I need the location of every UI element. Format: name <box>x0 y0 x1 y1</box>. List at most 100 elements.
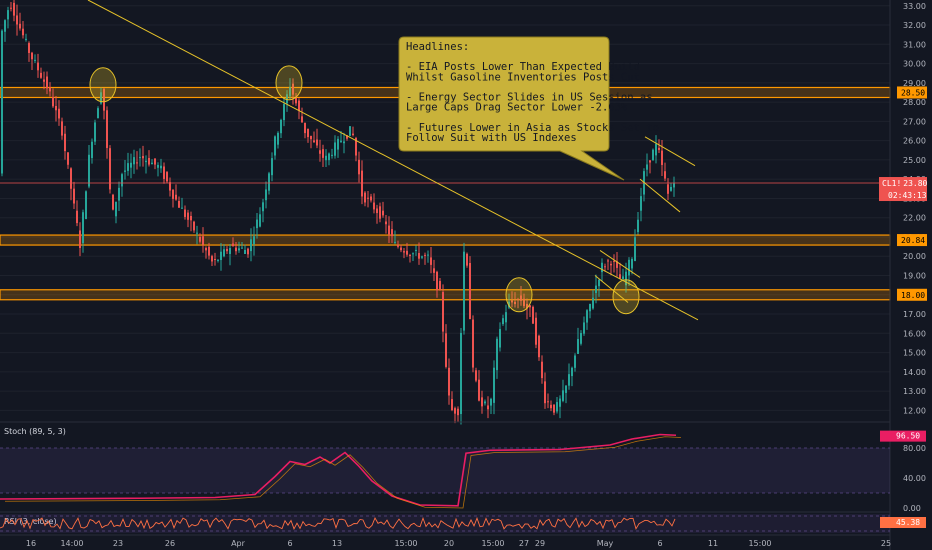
price-tick-label: 16.00 <box>903 329 926 338</box>
candle-body <box>40 72 42 78</box>
candle-body <box>505 312 507 323</box>
price-tick-label: 31.00 <box>903 40 926 49</box>
candle-body <box>76 210 78 224</box>
candle-body <box>229 248 231 254</box>
candle-body <box>526 303 528 309</box>
instrument-code: CL1! <box>882 179 901 188</box>
callout-line: Whilst Gasoline Inventories Posts Cut <box>406 71 640 83</box>
candle-body <box>139 157 141 159</box>
candle-body <box>70 168 72 189</box>
candle-body <box>562 390 564 401</box>
candle-body <box>445 333 447 367</box>
candle-body <box>628 259 630 276</box>
candle-body <box>472 319 474 368</box>
candle-body <box>292 83 294 95</box>
candle-body <box>226 248 228 252</box>
highlight-circle <box>505 277 533 313</box>
candle-body <box>577 339 579 354</box>
stoch-band <box>0 448 890 493</box>
candle-body <box>103 88 105 111</box>
time-tick-label: 15:00 <box>748 539 771 548</box>
candle-body <box>22 28 24 36</box>
candle-body <box>7 10 9 20</box>
candle-body <box>100 92 102 104</box>
stoch-pane: Stoch (89, 5, 3) 80.00 40.00 0.00 96.50 <box>0 421 926 513</box>
callout-line: - Futures Lower in Asia as Stocks Set to <box>406 122 659 134</box>
time-tick-label: 6 <box>657 539 662 548</box>
candle-body <box>607 260 609 262</box>
candle-body <box>271 158 273 176</box>
candle-body <box>49 87 51 92</box>
callout-line: Large Caps Drag Sector Lower -2.63% <box>406 102 628 114</box>
candle-body <box>613 260 615 262</box>
candle-body <box>31 52 33 60</box>
trendline <box>599 250 641 278</box>
candle-body <box>418 253 420 259</box>
candle-body <box>67 152 69 165</box>
candle-body <box>331 154 333 156</box>
candle-body <box>148 157 150 165</box>
candle-body <box>535 317 537 345</box>
candle-body <box>589 303 591 312</box>
candle-body <box>340 140 342 142</box>
rsi-line <box>0 516 676 530</box>
candle-body <box>61 121 63 136</box>
candle-body <box>241 247 243 249</box>
price-tick-label: 33.00 <box>903 2 926 11</box>
price-tick-label: 17.00 <box>903 310 926 319</box>
candle-body <box>658 147 660 150</box>
candle-body <box>19 23 21 29</box>
candle-body <box>661 150 663 165</box>
rsi-value-tag <box>880 517 926 528</box>
candle-body <box>352 133 354 136</box>
candles <box>1 0 675 425</box>
candle-body <box>634 237 636 261</box>
candle-body <box>550 404 552 409</box>
highlight-circle <box>612 279 640 315</box>
headline-callout: Headlines: - EIA Posts Lower Than Expecte… <box>398 36 659 181</box>
candle-body <box>118 187 120 201</box>
stoch-tick-label: 80.00 <box>903 444 926 453</box>
candle-body <box>433 268 435 273</box>
rsi-value-label: 45.38 <box>896 518 920 527</box>
candle-body <box>415 249 417 251</box>
candle-body <box>217 259 219 261</box>
candle-body <box>373 202 375 210</box>
candle-body <box>382 210 384 216</box>
price-tick-label: 15.00 <box>903 349 926 358</box>
stoch-k-line <box>0 433 677 507</box>
candle-body <box>163 166 165 179</box>
candle-body <box>667 184 669 194</box>
candle-body <box>547 401 549 403</box>
candle-body <box>604 266 606 268</box>
candle-body <box>358 159 360 175</box>
current-price-value: 23.80 <box>903 179 927 188</box>
candle-body <box>250 239 252 252</box>
rsi-pane: RSI (3, close) 45.38 <box>0 511 926 533</box>
candle-body <box>253 236 255 245</box>
candle-body <box>223 249 225 257</box>
candle-body <box>166 172 168 182</box>
candle-body <box>556 402 558 412</box>
candle-body <box>529 305 531 308</box>
candle-body <box>574 355 576 368</box>
support-resistance-zone <box>0 289 891 301</box>
candle-body <box>511 300 513 303</box>
candle-body <box>631 258 633 269</box>
candle-body <box>583 322 585 334</box>
candle-body <box>463 251 465 331</box>
candle-body <box>592 297 594 309</box>
candle-body <box>295 97 297 104</box>
price-tick-label: 20.00 <box>903 252 926 261</box>
candle-body <box>151 162 153 165</box>
candle-body <box>190 216 192 221</box>
candle-body <box>244 249 246 254</box>
candle-body <box>484 401 486 404</box>
price-tick-label: 25.00 <box>903 156 926 165</box>
candle-body <box>538 335 540 358</box>
highlight-circle <box>89 67 117 103</box>
candle-body <box>238 248 240 251</box>
candle-body <box>517 299 519 301</box>
candle-body <box>259 214 261 227</box>
